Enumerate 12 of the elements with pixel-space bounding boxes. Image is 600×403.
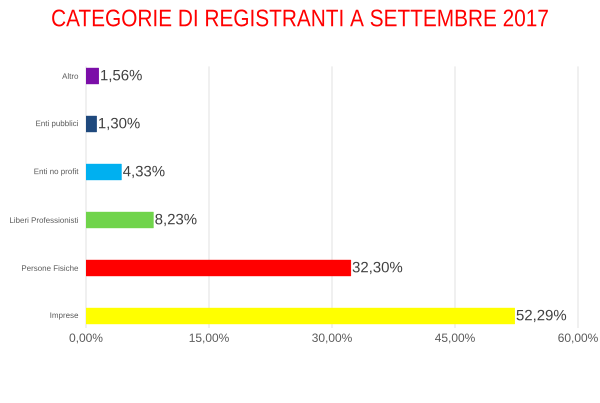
chart-title: CATEGORIE DI REGISTRANTI A SETTEMBRE 2017 bbox=[52, 10, 548, 26]
x-tick-label: 60,00% bbox=[558, 334, 598, 344]
data-label: 1,30% bbox=[99, 118, 140, 130]
data-label: 32,30% bbox=[352, 262, 402, 274]
x-tick-label: 45,00% bbox=[435, 334, 475, 344]
x-tick-label: 0,00% bbox=[70, 334, 103, 344]
x-tick-label: 15,00% bbox=[190, 334, 229, 344]
data-label: 4,33% bbox=[123, 166, 165, 178]
data-label: 52,29% bbox=[516, 310, 566, 322]
x-tick-label: 30,00% bbox=[312, 334, 352, 344]
data-label: 8,23% bbox=[155, 214, 197, 226]
data-label: 1,56% bbox=[101, 70, 142, 82]
